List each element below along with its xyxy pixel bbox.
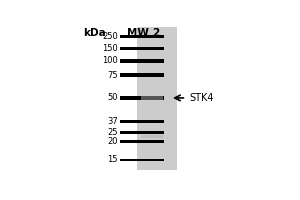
Text: 50: 50 [107, 93, 118, 102]
Bar [120, 140, 164, 143]
Bar [137, 27, 177, 170]
Text: 75: 75 [107, 71, 118, 80]
Bar [141, 96, 163, 100]
Bar [120, 120, 164, 123]
Text: 37: 37 [107, 117, 118, 126]
Bar [120, 59, 164, 63]
Bar [120, 35, 164, 38]
Text: 25: 25 [107, 128, 118, 137]
Text: 150: 150 [102, 44, 118, 53]
Text: kDa: kDa [83, 28, 106, 38]
Text: 100: 100 [102, 56, 118, 65]
Bar [120, 73, 164, 77]
Text: MW: MW [127, 28, 149, 38]
Text: STK4: STK4 [190, 93, 214, 103]
Bar [120, 131, 164, 134]
Bar [120, 159, 164, 161]
Text: 15: 15 [107, 155, 118, 164]
Bar [120, 96, 164, 100]
Bar [141, 135, 163, 138]
Text: 2: 2 [153, 28, 160, 38]
Text: 20: 20 [107, 137, 118, 146]
Bar [120, 47, 164, 50]
Text: 250: 250 [102, 32, 118, 41]
